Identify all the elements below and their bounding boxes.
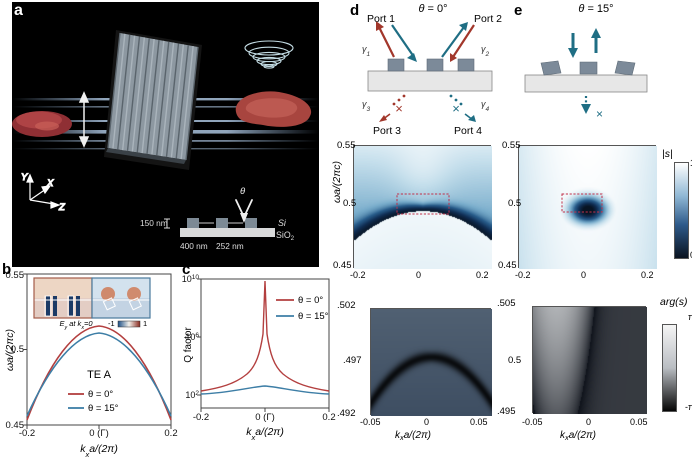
svg-text:kxa/(2π): kxa/(2π) bbox=[246, 426, 284, 442]
svg-text:γ3: γ3 bbox=[362, 99, 371, 113]
svg-text:θ = 0°: θ = 0° bbox=[88, 389, 113, 400]
svg-text:0 (Γ): 0 (Γ) bbox=[89, 428, 108, 439]
svg-text:0.2: 0.2 bbox=[164, 428, 177, 439]
svg-text:0 (Γ): 0 (Γ) bbox=[255, 412, 274, 423]
svg-text:γ2: γ2 bbox=[481, 44, 490, 58]
svg-text:×: × bbox=[452, 101, 460, 116]
svg-text:θ = 0°: θ = 0° bbox=[418, 3, 447, 15]
svg-text:1: 1 bbox=[143, 319, 147, 328]
svg-text:ωa/(2πc): ωa/(2πc) bbox=[4, 329, 16, 371]
svg-text:-0.2: -0.2 bbox=[19, 428, 35, 439]
svg-text:-0.2: -0.2 bbox=[193, 412, 209, 423]
svg-text:Port 3: Port 3 bbox=[373, 125, 401, 137]
svg-text:Port 2: Port 2 bbox=[474, 13, 502, 25]
svg-text:Port 4: Port 4 bbox=[454, 125, 482, 137]
svg-text:γ1: γ1 bbox=[362, 44, 371, 58]
svg-text:kxa/(2π): kxa/(2π) bbox=[80, 443, 118, 459]
svg-text:Q factor: Q factor bbox=[183, 327, 194, 363]
svg-text:θ = 15°: θ = 15° bbox=[578, 3, 613, 15]
svg-text:-1: -1 bbox=[108, 319, 115, 328]
svg-text:×: × bbox=[596, 107, 603, 121]
svg-text:TE A: TE A bbox=[87, 369, 112, 381]
svg-text:θ = 0°: θ = 0° bbox=[298, 295, 323, 306]
svg-text:θ = 15°: θ = 15° bbox=[298, 311, 329, 322]
svg-text:×: × bbox=[395, 101, 403, 116]
svg-text:γ4: γ4 bbox=[481, 99, 490, 113]
svg-text:θ = 15°: θ = 15° bbox=[88, 403, 119, 414]
svg-text:Port 1: Port 1 bbox=[367, 13, 395, 25]
svg-text:0.2: 0.2 bbox=[322, 412, 335, 423]
